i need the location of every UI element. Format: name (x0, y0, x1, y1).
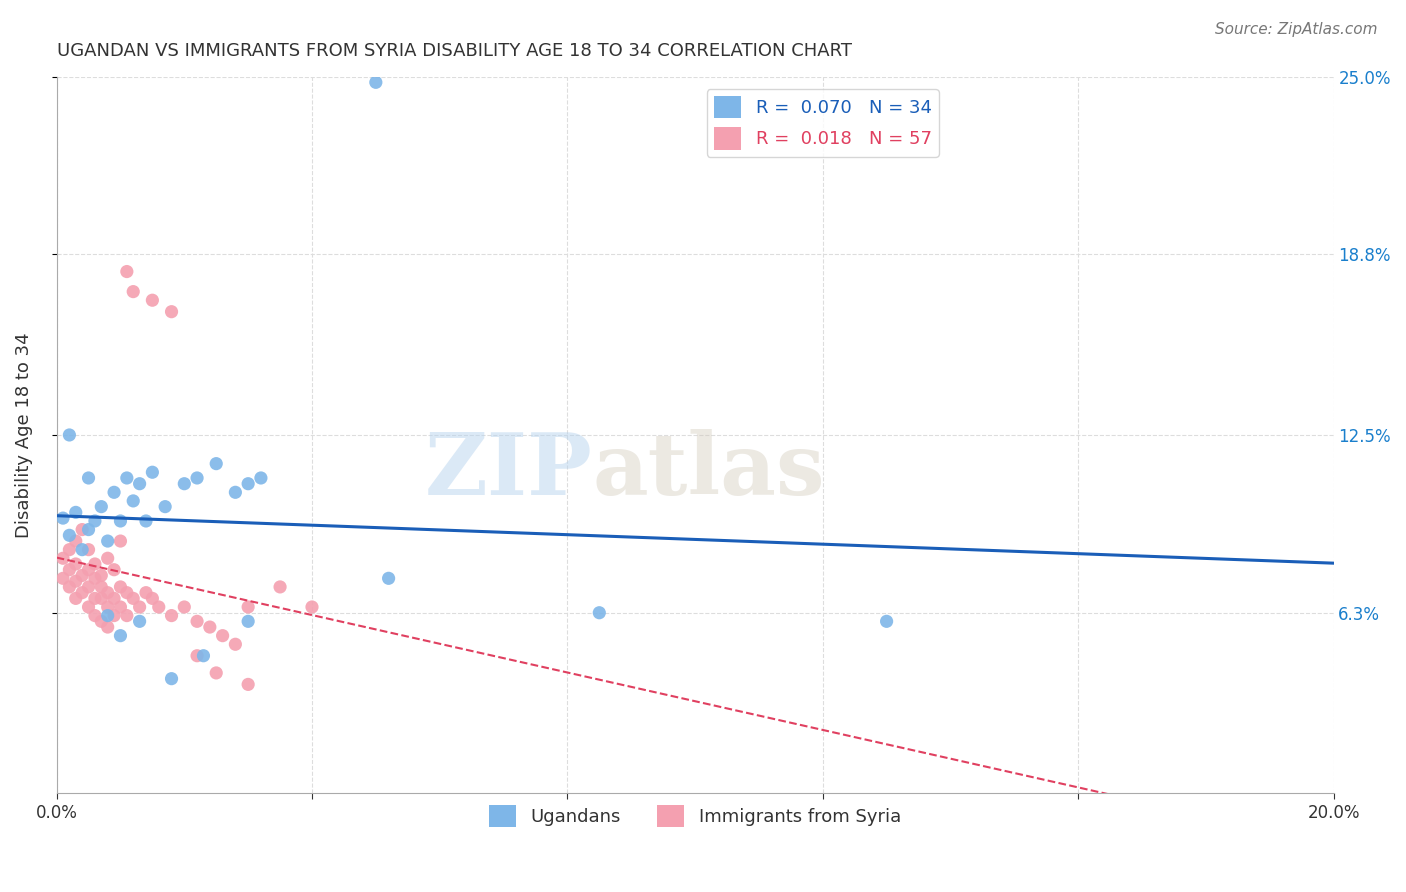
Point (153, 500, 176, 514)
Point (97, 599, 120, 614)
Point (193, 648, 215, 663)
Point (160, 672, 183, 686)
Point (58, 428, 80, 442)
Point (198, 620, 221, 634)
Point (103, 563, 125, 577)
Point (65, 505, 87, 519)
Point (160, 608, 183, 623)
Point (70, 585, 93, 599)
Point (52, 551, 75, 566)
Point (97, 585, 120, 599)
Point (173, 599, 195, 614)
Point (122, 591, 145, 606)
Point (128, 599, 150, 614)
Point (70, 542, 93, 557)
Point (84, 557, 107, 571)
Point (65, 557, 87, 571)
Point (205, 665, 228, 680)
Point (588, 606, 610, 620)
Point (115, 608, 138, 623)
Point (205, 457, 228, 471)
Point (115, 585, 138, 599)
Point (128, 615, 150, 629)
Point (224, 485, 246, 500)
Point (135, 514, 157, 528)
Y-axis label: Disability Age 18 to 34: Disability Age 18 to 34 (15, 332, 32, 538)
Point (110, 580, 132, 594)
Point (97, 534, 120, 549)
Point (110, 514, 132, 528)
Point (115, 264, 138, 278)
Point (58, 563, 80, 577)
Point (77, 523, 100, 537)
Point (110, 599, 132, 614)
Point (84, 591, 107, 606)
Point (110, 629, 132, 643)
Point (269, 580, 291, 594)
Point (141, 465, 163, 479)
Text: ZIP: ZIP (425, 429, 593, 513)
Point (90, 568, 112, 582)
Point (65, 574, 87, 589)
Point (77, 563, 100, 577)
Point (97, 620, 120, 634)
Point (97, 608, 120, 623)
Point (77, 471, 100, 485)
Point (77, 542, 100, 557)
Point (77, 580, 100, 594)
Point (236, 615, 259, 629)
Point (377, 571, 399, 585)
Legend: Ugandans, Immigrants from Syria: Ugandans, Immigrants from Syria (482, 798, 908, 835)
Point (148, 599, 170, 614)
Point (58, 528, 80, 542)
Point (236, 476, 259, 491)
Point (70, 523, 93, 537)
Point (103, 608, 125, 623)
Point (52, 571, 75, 585)
Point (84, 571, 107, 585)
Point (84, 608, 107, 623)
Point (186, 615, 208, 629)
Point (70, 568, 93, 582)
Point (128, 476, 150, 491)
Point (58, 542, 80, 557)
Point (236, 599, 259, 614)
Point (84, 514, 107, 528)
Point (135, 585, 157, 599)
Point (103, 591, 125, 606)
Text: atlas: atlas (593, 429, 825, 513)
Point (122, 285, 145, 299)
Point (364, 75, 387, 89)
Point (160, 304, 183, 318)
Text: UGANDAN VS IMMIGRANTS FROM SYRIA DISABILITY AGE 18 TO 34 CORRELATION CHART: UGANDAN VS IMMIGRANTS FROM SYRIA DISABIL… (56, 42, 852, 60)
Point (301, 599, 323, 614)
Point (236, 677, 259, 691)
Point (122, 494, 145, 508)
Point (211, 629, 233, 643)
Point (250, 471, 273, 485)
Point (110, 534, 132, 549)
Point (186, 648, 208, 663)
Point (876, 615, 898, 629)
Point (90, 615, 112, 629)
Point (65, 591, 87, 606)
Point (90, 500, 112, 514)
Point (58, 580, 80, 594)
Text: Source: ZipAtlas.com: Source: ZipAtlas.com (1215, 22, 1378, 37)
Point (224, 637, 246, 651)
Point (115, 471, 138, 485)
Point (65, 534, 87, 549)
Point (103, 485, 125, 500)
Point (173, 476, 195, 491)
Point (141, 591, 163, 606)
Point (141, 293, 163, 308)
Point (186, 471, 208, 485)
Point (97, 551, 120, 566)
Point (90, 591, 112, 606)
Point (77, 599, 100, 614)
Point (90, 580, 112, 594)
Point (52, 511, 75, 525)
